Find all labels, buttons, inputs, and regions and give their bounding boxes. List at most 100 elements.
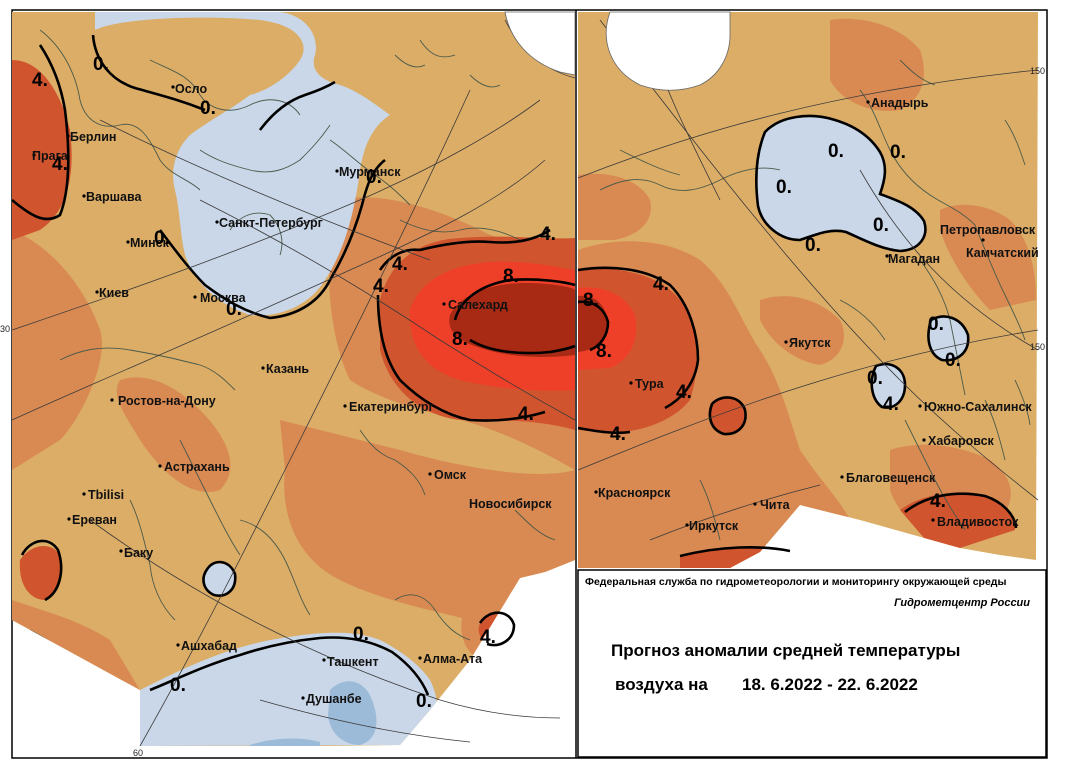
isoline-label: 0. [776,177,792,198]
isoline-0 [870,362,907,409]
anomaly-zone-2-4 [830,18,924,111]
graticule-label: 60 [133,748,143,758]
coastlines [29,29,556,666]
isoline-4 [708,396,747,436]
city-label: Ашхабад [181,639,237,653]
city-label: Душанбе [306,692,362,706]
isoline-0 [927,315,970,362]
city-label: Иркутск [689,519,739,533]
city-dot [685,523,689,527]
isoline-label: 4. [653,274,669,295]
isoline-label: 4. [518,404,534,425]
isoline-label: 0. [353,624,369,645]
city-label: Астрахань [164,460,230,474]
city-dot [922,438,926,442]
isoline-4 [679,546,791,558]
isoline-label: 4. [930,491,946,512]
forecast-title-line1: Прогноз аномалии средней температуры [611,641,960,660]
city-label: Якутск [789,336,831,350]
isoline-label: 4. [32,70,48,91]
isoline-label: 0. [828,141,844,162]
east-map-panel [578,12,1038,568]
city-label: Варшава [86,190,143,204]
city-dot [442,302,446,306]
city-label: Анадырь [871,96,929,110]
city-label: Tbilisi [88,488,124,502]
isoline-label: 0. [200,98,216,119]
city-label: Новосибирск [469,497,552,511]
isoline-0 [202,560,237,597]
isoline-label: 4. [883,394,899,415]
city-label: Баку [124,546,153,560]
anomaly-zone-below-minus-2 [250,738,320,746]
isoline-label: 0. [416,691,432,712]
isolines-west [11,34,576,696]
city-dot [322,658,326,662]
anomaly-zone-2-4 [116,377,231,492]
forecast-center-name: Гидрометцентр России [894,597,1030,609]
isoline-4 [376,294,546,422]
city-dot [126,240,130,244]
city-dot [866,100,870,104]
city-dot [301,696,305,700]
isoline-label: 4. [610,424,626,445]
isoline-label: 0. [366,167,382,188]
city-dot [119,549,123,553]
isoline-4 [577,266,700,410]
city-dot [67,517,71,521]
forecast-date-range: 18. 6.2022 - 22. 6.2022 [742,675,918,694]
isoline-label: 8. [452,329,468,350]
city-dot [594,490,598,494]
isoline-label: 4. [480,627,496,648]
isoline-label: 0. [170,675,186,696]
isoline-4 [478,611,516,647]
city-dot [110,398,114,402]
anomaly-zone-2-4 [760,296,844,365]
city-dot [840,475,844,479]
west-map-panel [12,12,575,746]
city-label: Казань [266,362,309,376]
anomaly-zone-below-minus-2 [328,681,377,745]
city-label: Осло [175,82,207,96]
city-label: Ереван [72,513,117,527]
city-label: Мурманск [339,165,401,179]
city-dot [32,153,36,157]
city-label: Омск [434,468,467,482]
isoline-label: 8. [596,341,612,362]
graticule-west [11,19,576,747]
city-label: Камчатский [966,246,1039,260]
city-label: Екатеринбург [349,400,434,414]
city-markers-west [32,85,446,700]
city-dot [931,518,935,522]
isoline-label: 4. [373,276,389,297]
isoline-8 [577,300,610,352]
isoline-labels-west: 4. 0. 0. 4. 0. 0. 0. 4. 4. 8. 8. 4. 4. 0… [32,54,556,712]
city-label: Салехард [448,298,508,312]
city-label: Берлин [70,130,116,144]
isoline-4 [577,426,631,435]
city-labels-east: Анадырь Петропавловск Камчатский Магадан… [598,96,1039,533]
city-dot [158,464,162,468]
isoline-0 [754,114,927,253]
city-label: Санкт-Петербург [219,216,323,230]
city-dot [335,169,339,173]
city-label: Ростов-на-Дону [118,394,216,408]
city-label: Минск [130,236,170,250]
city-dot [418,656,422,660]
info-box [577,569,1047,758]
city-dot [753,502,757,506]
city-dot [171,85,175,89]
isolines-east [577,114,1018,558]
isoline-0 [158,158,386,320]
anomaly-zone-below-0 [871,363,905,408]
isoline-label: 4. [52,154,68,175]
isoline-label: 4. [540,224,556,245]
isoline-4 [904,492,1018,529]
anomaly-zone-above-8 [449,283,575,357]
city-dot [215,220,219,224]
isoline-label: 4. [676,382,692,403]
isoline-label: 0. [805,235,821,256]
city-dot [629,381,633,385]
